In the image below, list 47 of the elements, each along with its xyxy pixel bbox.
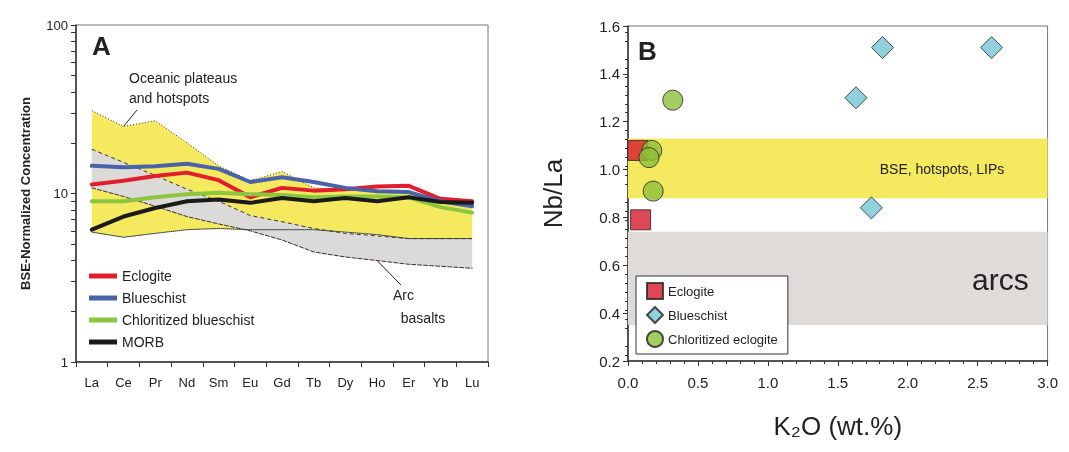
- legend-label: Eclogite: [122, 268, 173, 284]
- y-tick-label: 1.6: [599, 17, 620, 35]
- x-tick-label: Dy: [337, 375, 354, 390]
- annotation: Arc basalts: [393, 286, 446, 326]
- x-tick-label: Gd: [273, 375, 291, 390]
- legend-label: Blueschist: [668, 307, 728, 323]
- x-tick-label: 2.5: [967, 374, 989, 391]
- y-tick-label: 1.0: [599, 161, 620, 179]
- x-tick-label: Er: [402, 375, 416, 390]
- x-tick-label: 2.0: [897, 374, 919, 391]
- legend-label: Blueschist: [122, 290, 186, 306]
- y-tick-label: 1: [60, 354, 68, 370]
- y-tick-label: 100: [46, 17, 68, 33]
- x-tick-label: 1.0: [757, 374, 779, 391]
- y-tick-label: 0.8: [599, 208, 620, 226]
- x-axis-title: K₂O (wt.%): [773, 411, 903, 441]
- y-axis-title: Nb/La: [538, 158, 568, 229]
- y-tick-label: 0.2: [599, 352, 620, 370]
- annotation: B: [638, 36, 657, 66]
- y-tick-label: 1.2: [599, 113, 620, 131]
- y-tick-label: 1.4: [599, 65, 620, 83]
- x-tick-label: 0.5: [687, 374, 709, 391]
- y-tick-label: 10: [53, 186, 68, 201]
- x-tick-label: Ce: [115, 375, 132, 390]
- x-tick-label: La: [84, 375, 100, 390]
- y-tick-label: 0.6: [599, 256, 620, 274]
- x-tick-label: Sm: [208, 375, 229, 390]
- x-tick-label: Pr: [148, 375, 163, 390]
- x-tick-label: Tb: [306, 375, 322, 390]
- legend-label: Eclogite: [668, 283, 715, 299]
- legend-label: MORB: [122, 334, 164, 350]
- x-tick-label: Ho: [368, 375, 386, 390]
- x-tick-label: Yb: [432, 375, 449, 390]
- x-tick-label: 1.5: [827, 374, 849, 391]
- x-tick-label: 0.0: [617, 374, 639, 391]
- x-tick-label: Lu: [464, 375, 480, 390]
- x-tick-label: Eu: [242, 375, 259, 390]
- band-label: BSE, hotspots, LIPs: [879, 161, 1005, 178]
- x-tick-label: 3.0: [1037, 374, 1058, 391]
- y-axis-title: BSE-Normalized Concentration: [18, 97, 33, 290]
- legend-label: Chloritized eclogite: [668, 331, 778, 347]
- x-tick-label: Nd: [178, 375, 196, 390]
- y-tick-label: 0.4: [599, 304, 620, 322]
- band-label: arcs: [972, 262, 1029, 296]
- annotation: A: [92, 31, 111, 61]
- legend-label: Chloritized blueschist: [122, 312, 255, 328]
- annotation: Oceanic plateaus and hotspots: [129, 70, 238, 106]
